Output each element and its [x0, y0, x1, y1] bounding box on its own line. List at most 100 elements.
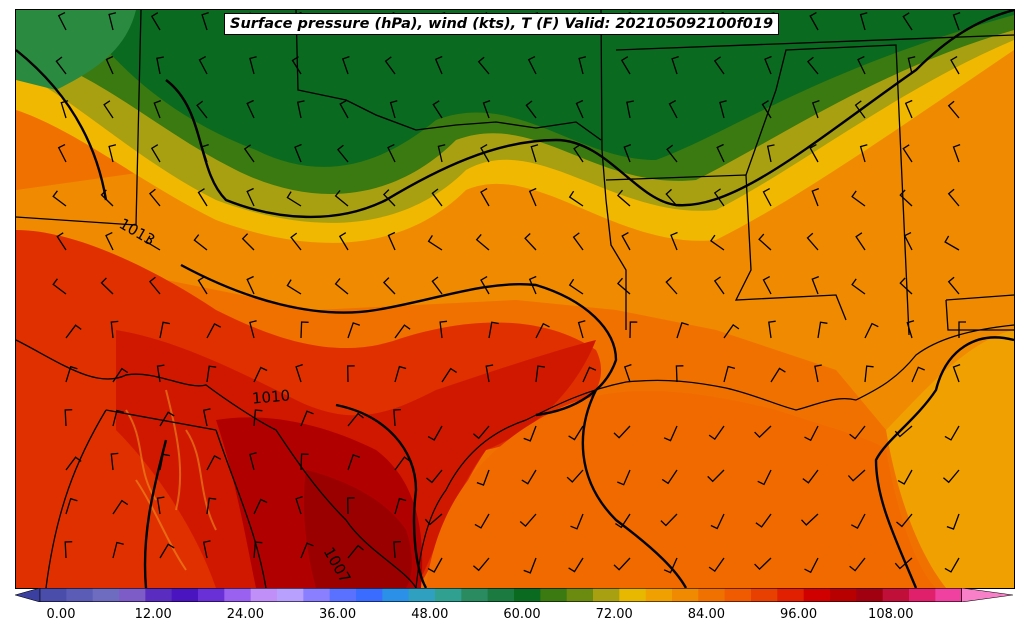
wind-barb	[394, 365, 407, 383]
colorbar-bin	[145, 588, 173, 602]
wind-barb	[347, 322, 361, 339]
colorbar-bin	[40, 588, 67, 602]
wind-barb	[958, 321, 966, 338]
wind-barb	[341, 55, 350, 75]
wind-barb	[480, 144, 490, 163]
wind-barb	[394, 456, 411, 471]
wind-barb	[946, 513, 960, 530]
colorbar-bin	[435, 588, 462, 602]
wind-barb	[764, 55, 772, 75]
wind-barbs	[52, 11, 966, 574]
wind-barb	[851, 190, 866, 207]
wind-barb	[52, 190, 67, 207]
colorbar-bin	[514, 588, 541, 602]
colorbar-min-arrow	[15, 588, 41, 602]
colorbar-bin	[119, 588, 146, 602]
wind-barb	[568, 425, 584, 441]
wind-barb	[804, 425, 819, 442]
wind-barb	[387, 231, 396, 251]
wind-barb	[334, 190, 349, 207]
temp-field-green-band	[16, 10, 136, 90]
wind-barb	[859, 144, 868, 163]
wind-barb	[713, 56, 725, 75]
colorbar-tick-label: 0.00	[46, 607, 76, 622]
wind-barb	[766, 144, 775, 163]
wind-barb	[253, 541, 263, 559]
map-canvas	[16, 10, 1014, 588]
colorbar-bin	[171, 588, 199, 602]
wind-barb	[817, 321, 828, 339]
wind-barb	[387, 144, 396, 163]
colorbar-bin	[803, 588, 831, 602]
wind-barb	[57, 144, 67, 163]
wind-barb	[65, 456, 82, 471]
wind-barb	[243, 144, 255, 163]
isobars	[16, 10, 1014, 588]
colorbar-bin	[909, 588, 936, 602]
wind-barb	[52, 278, 67, 295]
wind-barb	[568, 557, 584, 573]
wind-barb	[894, 557, 913, 570]
temperature-colorbar	[15, 588, 1013, 602]
colorbar-bin	[619, 588, 647, 602]
wind-barb	[911, 366, 925, 383]
wind-barb	[197, 276, 208, 295]
wind-barb	[814, 364, 822, 383]
wind-barb	[899, 277, 913, 295]
wind-barb	[206, 323, 222, 339]
wind-barb	[431, 188, 443, 207]
wind-barb	[198, 56, 208, 75]
wind-barb	[623, 363, 632, 383]
wind-barb	[620, 56, 631, 75]
wind-barb	[202, 540, 211, 559]
wind-barb	[851, 278, 866, 295]
wind-barb	[523, 425, 537, 442]
wind-barb	[253, 498, 268, 515]
colorbar-bin	[935, 588, 963, 602]
wind-barb	[754, 557, 772, 571]
wind-barb	[246, 99, 255, 119]
wind-barb	[804, 557, 819, 574]
wind-barb	[295, 495, 303, 515]
wind-barb	[754, 425, 772, 439]
colorbar-bin	[540, 588, 568, 602]
wind-barb	[394, 497, 407, 515]
colorbar-frame	[39, 588, 962, 602]
wind-barb	[427, 235, 443, 251]
wind-barb	[762, 276, 772, 295]
wind-barb	[566, 469, 584, 483]
wind-barb	[108, 12, 117, 31]
colorbar-tick-label: 24.00	[226, 607, 264, 622]
wind-barb	[661, 469, 678, 485]
wind-barb	[339, 100, 349, 119]
colorbar-bin	[672, 588, 699, 602]
wind-barb	[523, 557, 537, 574]
wind-barb	[253, 366, 268, 383]
colorbar-bin	[329, 588, 357, 602]
wind-barb	[713, 188, 725, 207]
colorbar-tick-label: 60.00	[503, 607, 541, 622]
wind-barb	[300, 453, 309, 471]
wind-barb	[663, 557, 678, 574]
wind-barb	[294, 143, 302, 163]
wind-barb	[112, 367, 129, 383]
wind-barb	[947, 188, 960, 207]
wind-barb	[944, 235, 960, 251]
colorbar-max-arrow	[961, 588, 1013, 602]
wind-barb	[577, 320, 586, 339]
colorbar-bin	[198, 588, 225, 602]
wind-barb	[758, 233, 772, 251]
wind-barb	[527, 56, 537, 75]
colorbar-bin	[408, 588, 436, 602]
wind-barb	[947, 276, 960, 295]
wind-barb	[950, 56, 960, 75]
wind-barb	[617, 469, 631, 486]
wind-barb	[755, 513, 772, 528]
wind-barb	[65, 365, 78, 383]
wind-barb	[334, 278, 349, 295]
wind-barb	[615, 513, 631, 529]
wind-barb	[485, 364, 494, 383]
wind-barb	[427, 425, 443, 441]
wind-barb	[801, 513, 819, 526]
wind-barb	[806, 232, 819, 251]
